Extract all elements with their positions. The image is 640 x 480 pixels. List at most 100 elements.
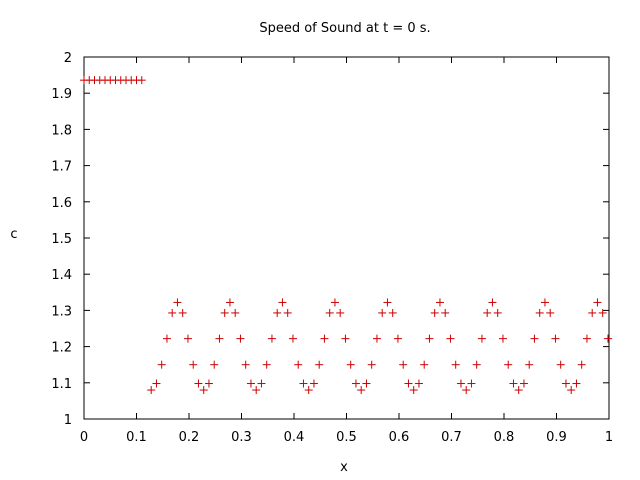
- data-point: [362, 379, 371, 388]
- data-point: [147, 386, 156, 395]
- data-point: [598, 308, 607, 317]
- data-point: [178, 308, 187, 317]
- data-point: [183, 334, 192, 343]
- x-tick-label: 0.2: [179, 430, 200, 445]
- y-tick-label: 1.2: [51, 341, 72, 356]
- data-point: [388, 308, 397, 317]
- x-tick-label: 1: [605, 430, 613, 445]
- data-point: [477, 334, 486, 343]
- data-point: [567, 386, 576, 395]
- data-point: [204, 379, 213, 388]
- data-point: [451, 360, 460, 369]
- data-point: [194, 379, 203, 388]
- data-point: [267, 334, 276, 343]
- data-point: [441, 308, 450, 317]
- data-point: [315, 360, 324, 369]
- data-point: [320, 334, 329, 343]
- chart-title: Speed of Sound at t = 0 s.: [259, 21, 430, 36]
- data-point: [162, 334, 171, 343]
- x-tick-label: 0.1: [126, 430, 147, 445]
- data-point: [236, 334, 245, 343]
- data-point: [603, 334, 612, 343]
- data-point: [252, 386, 261, 395]
- data-point: [336, 308, 345, 317]
- data-point: [483, 308, 492, 317]
- data-point: [488, 298, 497, 307]
- data-point: [546, 308, 555, 317]
- x-tick-label: 0.4: [284, 430, 305, 445]
- data-point: [435, 298, 444, 307]
- y-tick-label: 1.7: [51, 160, 72, 175]
- data-point: [273, 308, 282, 317]
- x-tick-label: 0.3: [231, 430, 252, 445]
- data-point: [530, 334, 539, 343]
- data-point: [514, 386, 523, 395]
- data-point: [262, 360, 271, 369]
- data-point: [283, 308, 292, 317]
- data-point: [472, 360, 481, 369]
- data-point: [446, 334, 455, 343]
- data-point: [325, 308, 334, 317]
- x-axis-label: x: [340, 460, 348, 475]
- data-point: [215, 334, 224, 343]
- y-axis-label: c: [10, 227, 17, 242]
- data-point: [278, 298, 287, 307]
- data-point: [294, 360, 303, 369]
- data-point: [257, 379, 266, 388]
- data-point: [137, 76, 146, 85]
- data-point: [341, 334, 350, 343]
- data-point: [383, 298, 392, 307]
- data-point: [519, 379, 528, 388]
- data-point: [582, 334, 591, 343]
- data-point: [246, 379, 255, 388]
- data-point: [504, 360, 513, 369]
- data-point: [304, 386, 313, 395]
- x-tick-label: 0.7: [441, 430, 462, 445]
- data-point: [231, 308, 240, 317]
- data-point: [351, 379, 360, 388]
- data-point: [414, 379, 423, 388]
- data-point: [425, 334, 434, 343]
- data-point: [409, 386, 418, 395]
- y-tick-label: 1.4: [51, 268, 72, 283]
- data-point: [561, 379, 570, 388]
- data-point: [588, 308, 597, 317]
- data-point: [241, 360, 250, 369]
- data-point: [509, 379, 518, 388]
- data-point: [378, 308, 387, 317]
- y-tick-label: 1.1: [51, 377, 72, 392]
- data-point: [593, 298, 602, 307]
- x-tick-label: 0.9: [546, 430, 567, 445]
- data-point: [399, 360, 408, 369]
- data-point: [420, 360, 429, 369]
- data-point: [556, 360, 565, 369]
- data-point: [288, 334, 297, 343]
- data-point: [467, 379, 476, 388]
- data-point: [525, 360, 534, 369]
- y-tick-label: 1: [64, 413, 72, 428]
- data-point: [173, 298, 182, 307]
- y-tick-label: 2: [64, 51, 72, 66]
- data-point: [577, 360, 586, 369]
- x-tick-label: 0.5: [336, 430, 357, 445]
- data-point: [498, 334, 507, 343]
- data-point: [367, 360, 376, 369]
- data-point: [309, 379, 318, 388]
- data-point: [430, 308, 439, 317]
- y-tick-label: 1.6: [51, 196, 72, 211]
- data-point: [225, 298, 234, 307]
- y-tick-label: 1.5: [51, 232, 72, 247]
- data-point: [393, 334, 402, 343]
- data-point: [199, 386, 208, 395]
- data-point: [456, 379, 465, 388]
- data-point: [493, 308, 502, 317]
- x-tick-label: 0: [80, 430, 88, 445]
- data-point: [462, 386, 471, 395]
- data-series: [80, 76, 612, 395]
- y-tick-label: 1.9: [51, 87, 72, 102]
- data-point: [299, 379, 308, 388]
- data-point: [535, 308, 544, 317]
- x-tick-label: 0.8: [494, 430, 515, 445]
- data-point: [540, 298, 549, 307]
